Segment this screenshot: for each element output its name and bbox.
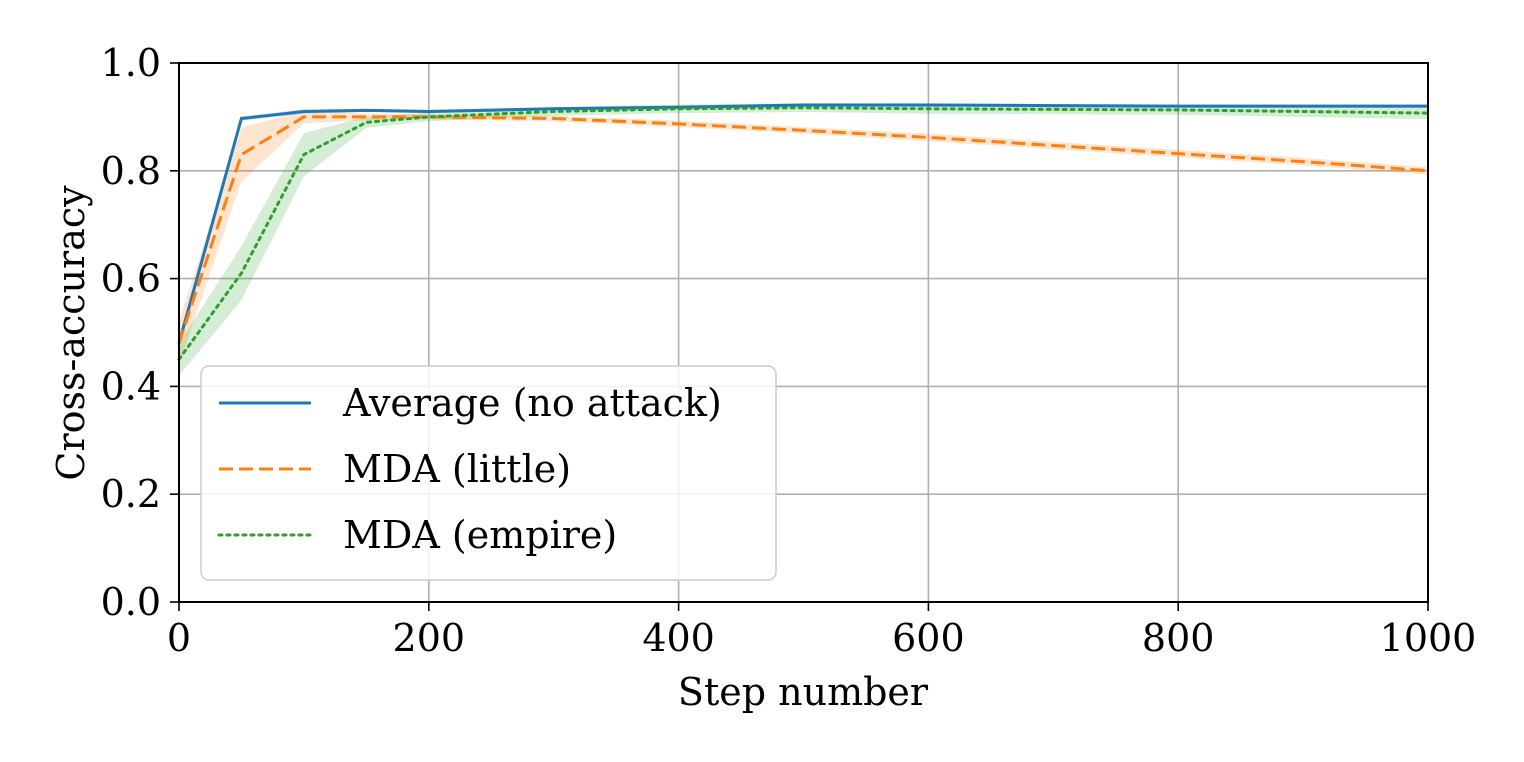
line-mda-little <box>177 115 1429 344</box>
y-tick-label: 0.8 <box>101 149 161 193</box>
legend-box <box>200 365 777 581</box>
series-lines <box>177 103 1430 361</box>
band-average-no-attack <box>179 103 1428 349</box>
x-axis-label: Step number <box>678 670 929 714</box>
band-mda-empire <box>179 103 1428 376</box>
x-tick-label: 1000 <box>1380 616 1477 660</box>
y-tick-label: 0.6 <box>101 257 161 301</box>
legend-label-mda-empire: MDA (empire) <box>343 513 617 557</box>
legend: Average (no attack) MDA (little) MDA (empi… <box>200 365 777 581</box>
y-tick-label: 0.0 <box>101 580 161 624</box>
line-average-no-attack <box>177 103 1428 344</box>
plot-frame <box>178 62 1429 603</box>
axis-ticks: 0 200 400 600 800 1000 0.0 0.2 0.4 0.6 0.8 1.0 <box>101 41 1477 660</box>
y-tick-label: 1.0 <box>101 41 161 85</box>
x-tick-label: 400 <box>642 616 715 660</box>
y-axis-label: Cross-accuracy <box>49 185 93 481</box>
band-mda-little <box>179 110 1428 365</box>
x-tick-label: 800 <box>1142 616 1215 660</box>
line-mda-empire <box>177 106 1430 361</box>
y-tick-label: 0.2 <box>101 472 161 516</box>
confidence-bands <box>179 103 1428 376</box>
x-tick-label: 200 <box>393 616 466 660</box>
legend-label-average-no-attack: Average (no attack) <box>342 381 722 425</box>
x-tick-label: 0 <box>167 616 191 660</box>
x-tick-label: 600 <box>892 616 965 660</box>
legend-label-mda-little: MDA (little) <box>343 447 571 491</box>
y-tick-label: 0.4 <box>101 364 161 408</box>
